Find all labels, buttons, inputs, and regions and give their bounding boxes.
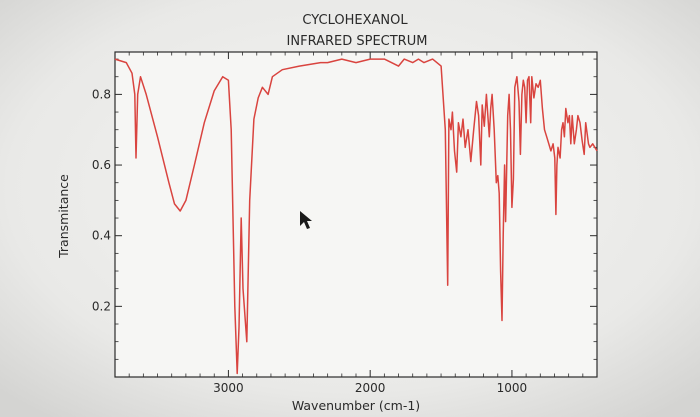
chart-title: CYCLOHEXANOL — [302, 13, 408, 28]
x-axis-ticks: 3000 2000 1000 — [213, 52, 527, 395]
x-axis-label: Wavenumber (cm-1) — [292, 398, 420, 413]
y-tick-label: 0.4 — [92, 229, 111, 243]
x-tick-label: 3000 — [213, 381, 244, 395]
plot-area-frame — [114, 51, 598, 378]
mouse-pointer-icon — [300, 211, 312, 229]
x-tick-label: 1000 — [497, 381, 528, 395]
y-tick-label: 0.8 — [92, 87, 111, 101]
y-tick-label: 0.6 — [92, 158, 111, 172]
y-tick-label: 0.2 — [92, 299, 111, 313]
chart-subtitle: INFRARED SPECTRUM — [287, 34, 428, 49]
series-line — [114, 58, 598, 375]
x-tick-label: 2000 — [355, 381, 386, 395]
y-axis-label: Transmitance — [56, 174, 71, 259]
y-axis-ticks: 0.2 0.4 0.6 0.8 — [92, 87, 597, 313]
